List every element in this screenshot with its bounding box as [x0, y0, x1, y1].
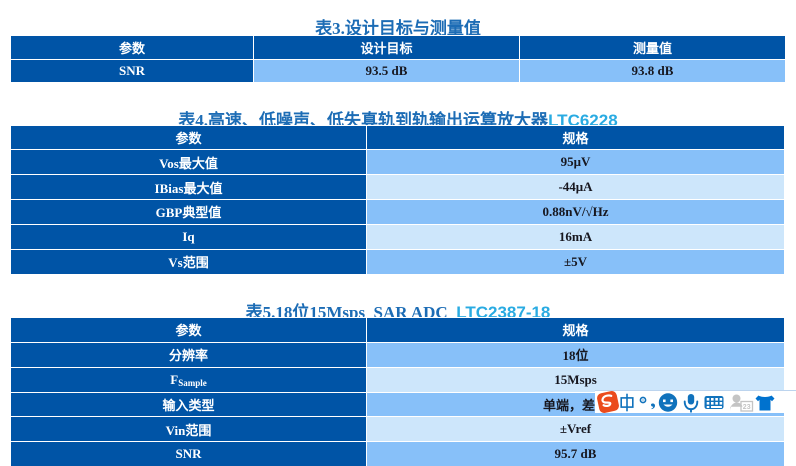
svg-text:23: 23	[743, 404, 751, 411]
